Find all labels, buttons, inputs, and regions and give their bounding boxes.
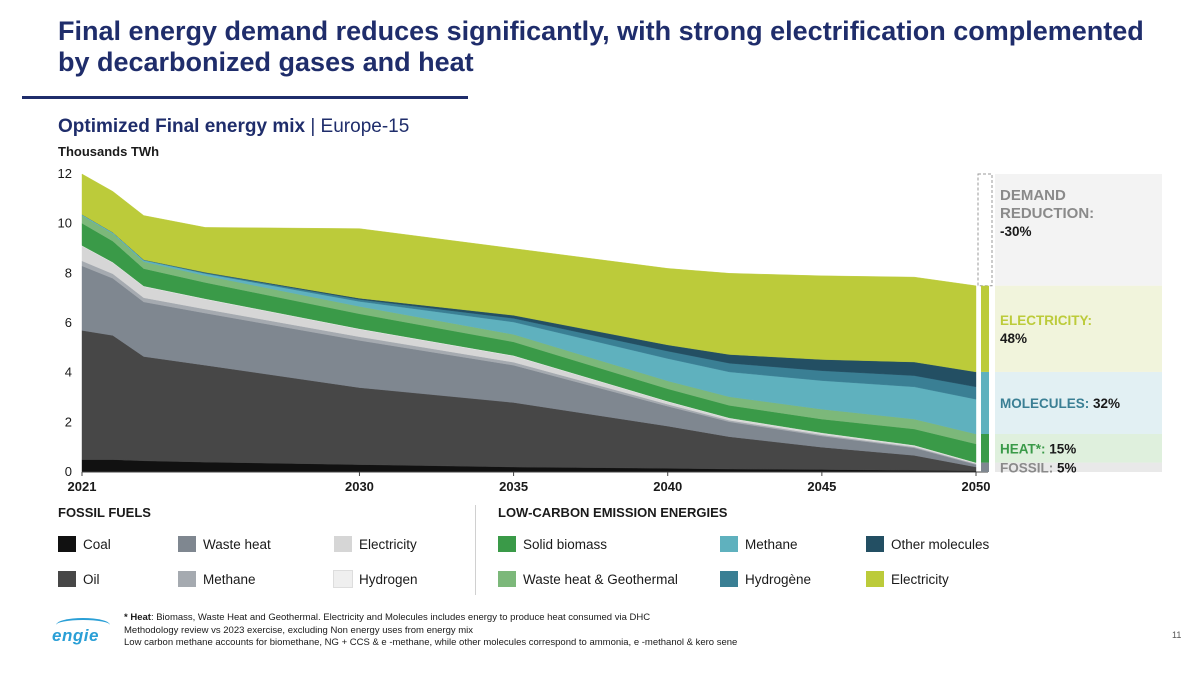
demand-reduction-label-line2: REDUCTION: — [1000, 205, 1094, 222]
y-tick-label: 12 — [58, 166, 72, 181]
x-tick-label: 2030 — [345, 479, 374, 494]
share-value-electricity: 48% — [1000, 331, 1027, 346]
share-value-heat: 15% — [1046, 441, 1077, 456]
legend-item-fossil-waste-heat: Waste heat — [178, 536, 271, 552]
share-label-fossil: FOSSIL: 5% — [1000, 460, 1077, 475]
legend-label: Waste heat — [203, 537, 271, 552]
legend-swatch — [866, 571, 884, 587]
share-panel-heat — [995, 434, 1162, 463]
legend-swatch — [866, 536, 884, 552]
share-bar-molecules — [981, 371, 989, 435]
legend-item-low-carbon-other-molecules: Other molecules — [866, 536, 989, 552]
share-panel-electricity — [995, 285, 1162, 372]
y-tick-label: 0 — [65, 464, 72, 479]
share-panel-molecules — [995, 371, 1162, 435]
legend-swatch — [58, 571, 76, 587]
share-bar-fossil — [981, 462, 989, 472]
energy-mix-chart: 0 2 4 6 8 10 12 2021 2030 2035 2040 2045 2050 FOSSIL:… — [58, 166, 1162, 494]
y-tick-label: 6 — [65, 315, 72, 330]
x-tick-label: 2035 — [499, 479, 528, 494]
share-value-fossil: 5% — [1053, 460, 1076, 475]
engie-logo-arc — [56, 618, 110, 632]
page-number: 11 — [1172, 630, 1182, 640]
legend-swatch — [333, 570, 353, 588]
legend-label: Other molecules — [891, 537, 990, 552]
legend-item-fossil-methane: Methane — [178, 571, 256, 587]
legend-label: Hydrogène — [745, 572, 812, 587]
demand-reduction-value: -30% — [1000, 224, 1032, 239]
chart-title: Optimized Final energy mix | Europe-15 — [58, 116, 409, 138]
legend-label: Solid biomass — [523, 537, 608, 552]
legend-item-low-carbon-solid-biomass: Solid biomass — [498, 536, 607, 552]
x-tick-label: 2040 — [653, 479, 682, 494]
x-tick-label: 2050 — [962, 479, 991, 494]
legend-item-fossil-electricity: Electricity — [334, 536, 417, 552]
slide-title: Final energy demand reduces significantl… — [58, 16, 1144, 77]
legend-label: Oil — [83, 572, 100, 587]
legend-label: Methane — [203, 572, 256, 587]
area-low-carbon-electricity — [81, 173, 977, 373]
footnote-heat-text: : Biomass, Waste Heat and Geothermal. El… — [150, 612, 651, 623]
footnote-heat: * Heat: Biomass, Waste Heat and Geotherm… — [124, 612, 737, 625]
share-bar-heat — [981, 434, 989, 463]
legend-divider — [475, 505, 476, 595]
y-tick-label: 4 — [65, 365, 72, 380]
footnote-methodology: Methodology review vs 2023 exercise, exc… — [124, 624, 474, 636]
chart-title-main: Optimized Final energy mix — [58, 116, 306, 137]
chart-title-region: | Europe-15 — [305, 116, 410, 137]
share-bar-electricity — [981, 285, 989, 372]
legend-swatch — [178, 536, 196, 552]
legend-swatch — [498, 536, 516, 552]
share-label-heat: HEAT*: 15% — [1000, 441, 1076, 456]
legend-swatch — [498, 571, 516, 587]
footnote-heat-label: * Heat — [124, 612, 151, 623]
footnote-methane: Low carbon methane accounts for biometha… — [124, 637, 738, 648]
demand-reduction-panel — [995, 174, 1162, 286]
legend-label: Electricity — [891, 572, 949, 587]
legend-label: Coal — [83, 537, 111, 552]
legend-label: Electricity — [359, 537, 417, 552]
legend-item-fossil-coal: Coal — [58, 536, 111, 552]
legend-swatch — [720, 536, 738, 552]
legend-label: Methane — [745, 537, 798, 552]
share-label-electricity: ELECTRICITY: — [1000, 313, 1092, 328]
share-panel-fossil — [995, 462, 1162, 472]
demand-reduction-label-line1: DEMAND — [1000, 187, 1066, 204]
legend-item-low-carbon-hydrog-ne: Hydrogène — [720, 571, 811, 587]
demand-reduction-bracket — [977, 173, 993, 287]
y-tick-label: 8 — [65, 265, 72, 280]
legend-label: Hydrogen — [359, 572, 418, 587]
legend-fossil-title: FOSSIL FUELS — [58, 505, 151, 520]
engie-logo: engie — [52, 626, 99, 645]
x-tick-label: 2045 — [807, 479, 836, 494]
y-tick-label: 10 — [58, 216, 72, 231]
legend-swatch — [334, 536, 352, 552]
y-tick-label: 2 — [65, 414, 72, 429]
share-value-molecules: 32% — [1089, 396, 1120, 411]
legend-item-low-carbon-electricity: Electricity — [866, 571, 949, 587]
legend-label: Waste heat & Geothermal — [523, 572, 678, 587]
legend-item-fossil-oil: Oil — [58, 571, 100, 587]
legend-swatch — [178, 571, 196, 587]
legend-low-carbon-title: LOW-CARBON EMISSION ENERGIES — [498, 505, 728, 520]
legend-swatch — [720, 571, 738, 587]
legend-item-low-carbon-waste-heat-geothermal: Waste heat & Geothermal — [498, 571, 678, 587]
title-rule — [22, 96, 468, 99]
legend-item-fossil-hydrogen: Hydrogen — [333, 570, 418, 588]
y-axis-units: Thousands TWh — [58, 144, 160, 159]
footnotes: * Heat: Biomass, Waste Heat and Geotherm… — [124, 612, 737, 650]
legend-swatch — [58, 536, 76, 552]
x-tick-label: 2021 — [68, 479, 97, 494]
share-label-molecules: MOLECULES: 32% — [1000, 396, 1120, 411]
legend-item-low-carbon-methane: Methane — [720, 536, 798, 552]
